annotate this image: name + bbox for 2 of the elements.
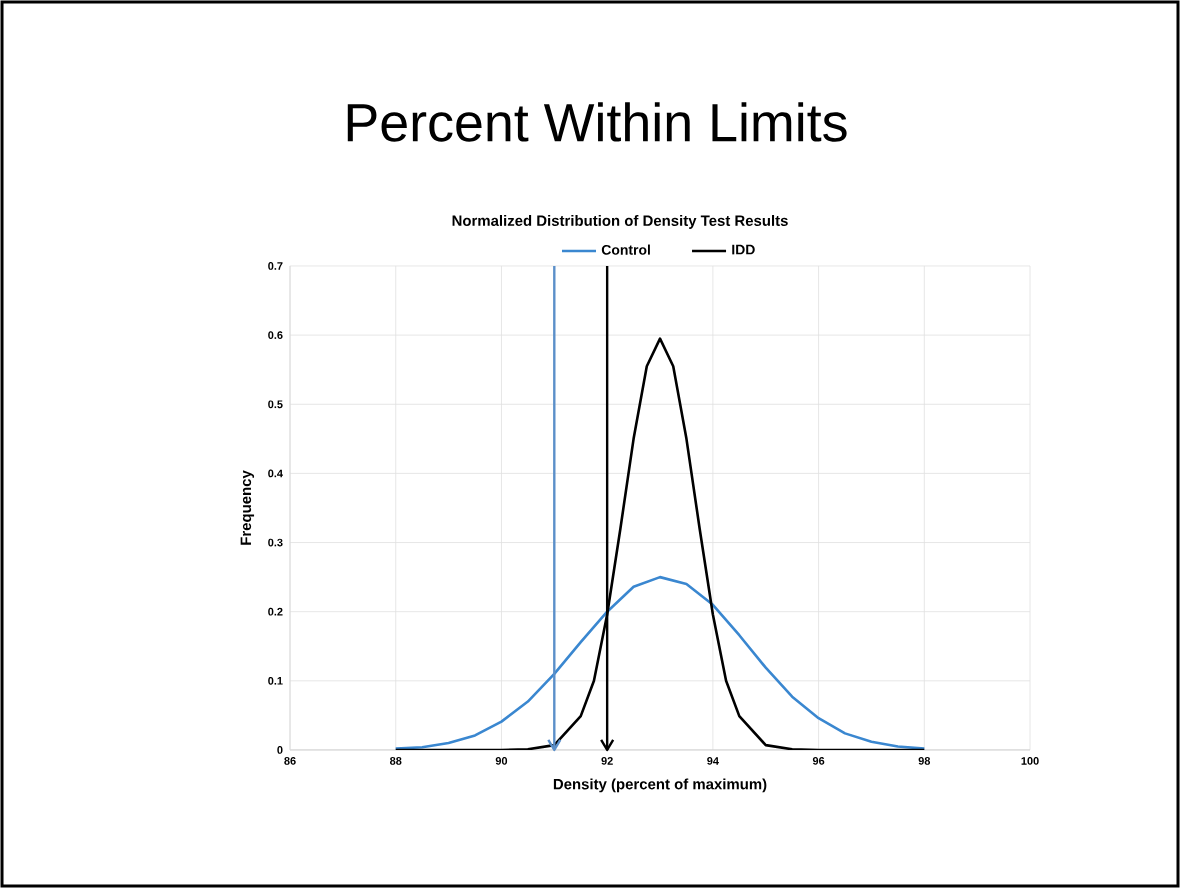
line-series <box>394 575 926 750</box>
chart-title: Percent Within Limits <box>347 102 847 142</box>
